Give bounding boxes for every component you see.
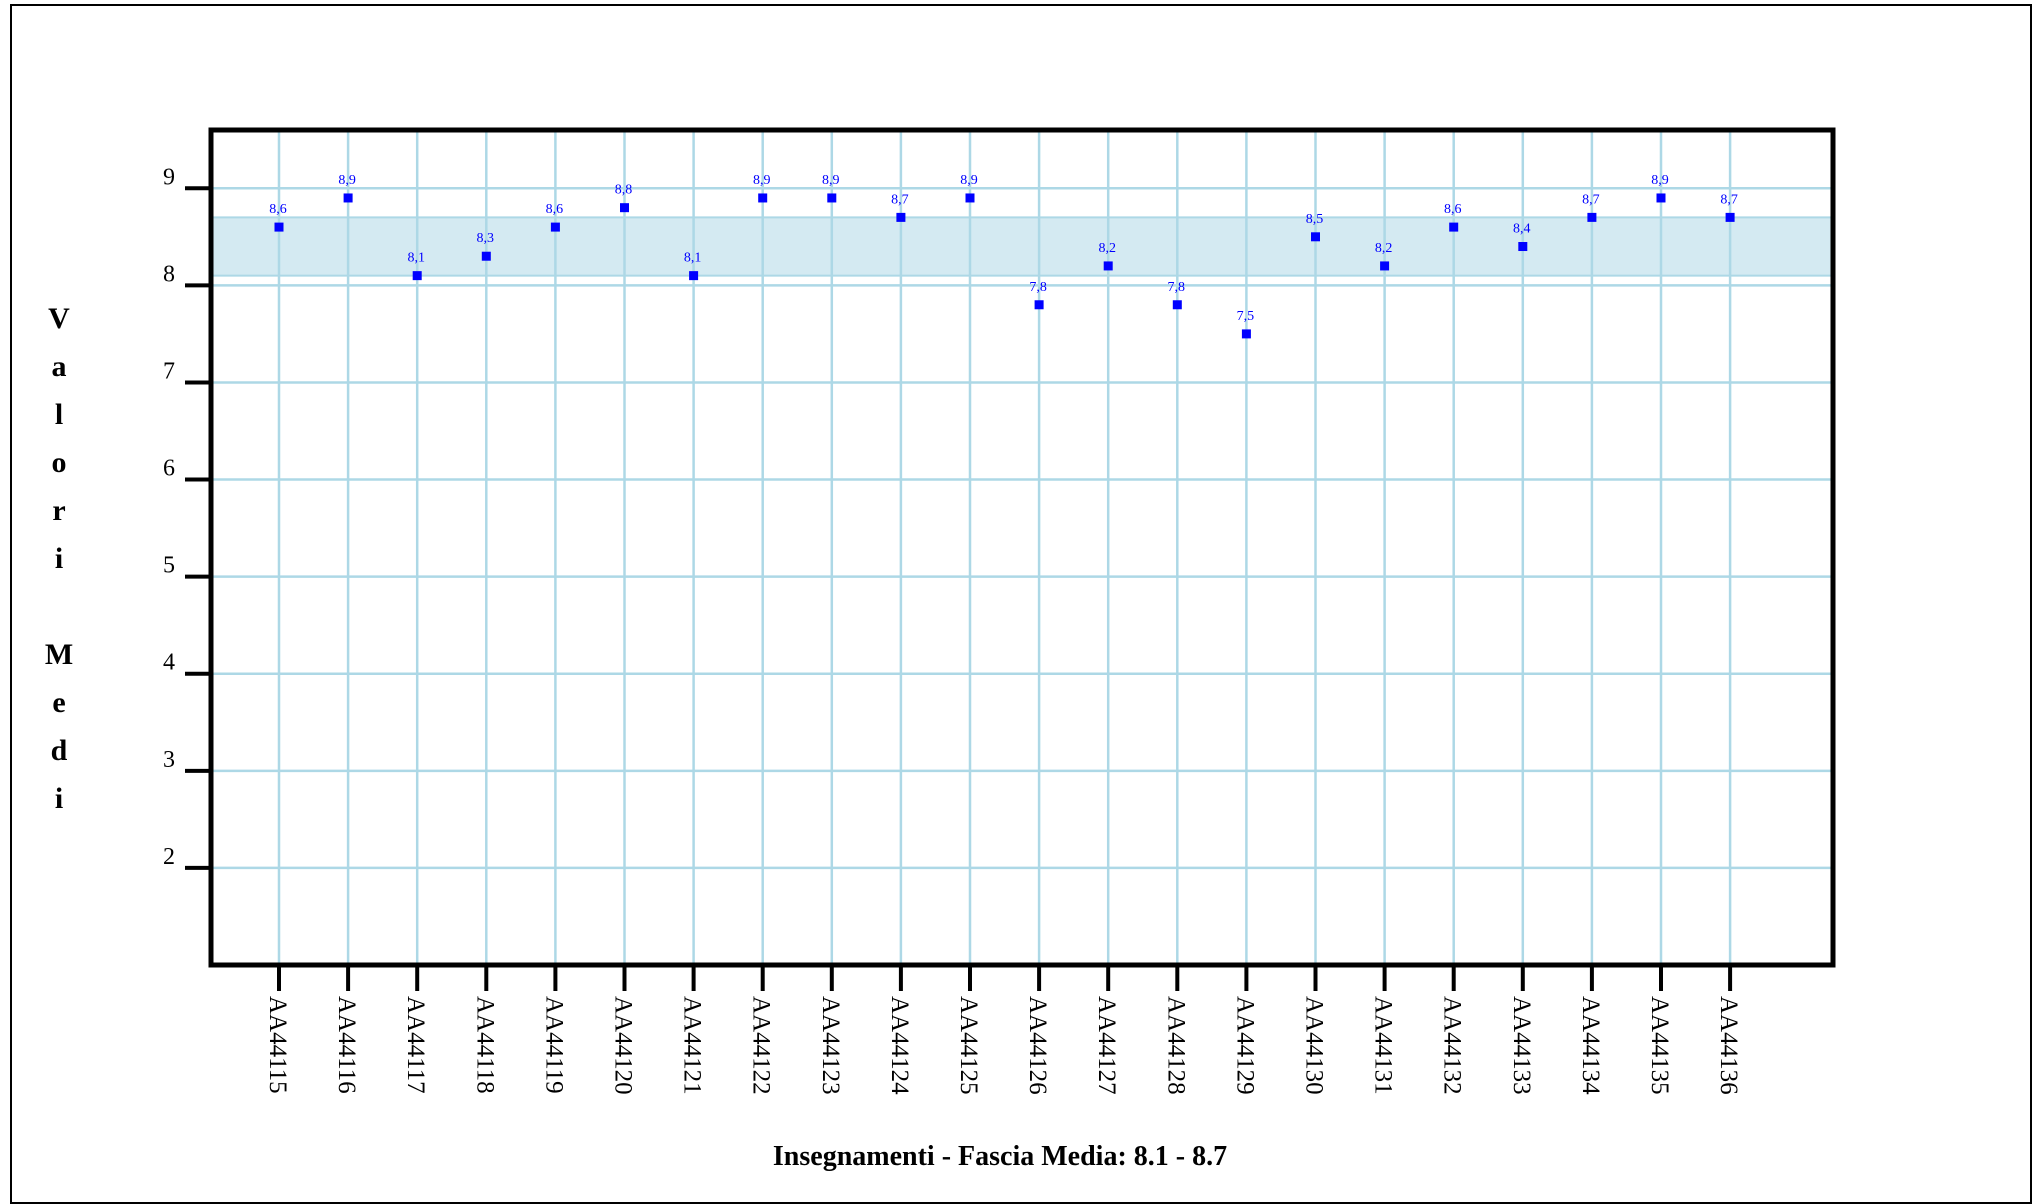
data-point <box>1518 242 1528 252</box>
x-tick-label: AA44119 <box>540 996 567 1094</box>
data-point <box>1449 222 1459 232</box>
data-label: 7,5 <box>1237 309 1255 324</box>
data-label: 8,8 <box>615 183 633 198</box>
data-point <box>896 212 906 222</box>
x-tick-label: AA44121 <box>679 996 706 1095</box>
data-label: 8,9 <box>338 173 356 188</box>
data-label: 7,8 <box>1029 280 1047 295</box>
plot-border <box>208 127 1836 968</box>
y-tick-label: 3 <box>163 747 175 773</box>
data-point <box>1103 261 1113 271</box>
data-point <box>1172 300 1182 310</box>
data-label: 8,1 <box>407 251 425 266</box>
y-axis-label-char: o <box>52 446 67 479</box>
y-axis-label-char: i <box>55 542 63 575</box>
data-point <box>1034 300 1044 310</box>
y-tick-label: 6 <box>163 456 175 482</box>
x-tick-label: AA44129 <box>1231 996 1258 1095</box>
data-label: 8,4 <box>1513 222 1531 237</box>
x-tick-label: AA44128 <box>1162 996 1189 1095</box>
x-tick-label: AA44120 <box>610 996 637 1095</box>
data-label: 8,9 <box>753 173 771 188</box>
y-tick-label: 9 <box>163 164 175 190</box>
y-tick-label: 4 <box>163 650 175 676</box>
data-point <box>1587 212 1597 222</box>
x-tick-label: AA44130 <box>1301 996 1328 1095</box>
x-tick-label: AA44131 <box>1370 996 1397 1095</box>
x-axis-label: Insegnamenti - Fascia Media: 8.1 - 8.7 <box>773 1141 1227 1172</box>
data-point <box>481 251 491 261</box>
data-point <box>620 203 629 213</box>
x-tick-label: AA44118 <box>471 996 498 1094</box>
x-tick-label: AA44127 <box>1093 996 1120 1095</box>
data-label: 8,7 <box>1582 192 1600 207</box>
x-tick-label: AA44133 <box>1508 996 1535 1095</box>
data-point <box>1380 261 1390 271</box>
x-tick-label: AA44123 <box>817 996 844 1095</box>
data-point <box>1656 193 1666 203</box>
data-label: 8,9 <box>960 173 978 188</box>
y-tick-label: 2 <box>163 844 175 870</box>
y-axis-label-char: d <box>51 734 68 767</box>
y-axis-label-char: V <box>48 302 70 335</box>
data-point <box>689 271 699 281</box>
data-label: 8,7 <box>1720 192 1738 207</box>
x-tick-label: AA44124 <box>886 996 913 1095</box>
data-label: 8,5 <box>1306 212 1324 227</box>
data-label: 8,6 <box>1444 202 1462 217</box>
data-point <box>1241 329 1251 339</box>
y-axis-label-char: a <box>52 350 67 383</box>
data-point <box>965 193 975 203</box>
data-label: 8,7 <box>891 192 909 207</box>
x-tick-label: AA44117 <box>402 996 429 1094</box>
data-point <box>274 222 284 232</box>
y-tick-label: 5 <box>163 553 175 579</box>
data-label: 8,2 <box>1098 241 1116 256</box>
data-label: 8,1 <box>684 251 702 266</box>
data-label: 8,3 <box>477 231 495 246</box>
data-point <box>343 193 353 203</box>
data-point <box>1725 212 1735 222</box>
x-tick-label: AA44136 <box>1715 996 1742 1095</box>
data-label: 8,9 <box>822 173 840 188</box>
data-point <box>1311 232 1320 242</box>
y-tick-label: 8 <box>163 261 175 287</box>
y-axis-label-char: r <box>52 494 65 527</box>
data-point <box>550 222 560 232</box>
data-label: 8,9 <box>1651 173 1669 188</box>
y-tick-label: 7 <box>163 358 175 384</box>
data-label: 8,6 <box>546 202 564 217</box>
x-tick-label: AA44125 <box>955 996 982 1095</box>
y-axis-label-char: M <box>45 638 73 671</box>
data-point <box>758 193 768 203</box>
data-label: 7,8 <box>1168 280 1186 295</box>
data-point <box>827 193 837 203</box>
x-tick-label: AA44134 <box>1577 996 1604 1095</box>
y-axis-label-char: i <box>55 782 63 815</box>
average-band <box>210 216 1834 277</box>
y-axis-label-char: e <box>52 686 65 719</box>
data-point <box>412 271 422 281</box>
data-label: 8,2 <box>1375 241 1393 256</box>
x-tick-label: AA44116 <box>333 996 360 1094</box>
y-axis-label-char: l <box>55 398 63 431</box>
x-tick-label: AA44115 <box>264 996 291 1094</box>
data-label: 8,6 <box>269 202 287 217</box>
x-tick-label: AA44126 <box>1024 996 1051 1095</box>
x-tick-label: AA44135 <box>1646 996 1673 1095</box>
x-tick-label: AA44132 <box>1439 996 1466 1095</box>
x-tick-label: AA44122 <box>748 996 775 1095</box>
